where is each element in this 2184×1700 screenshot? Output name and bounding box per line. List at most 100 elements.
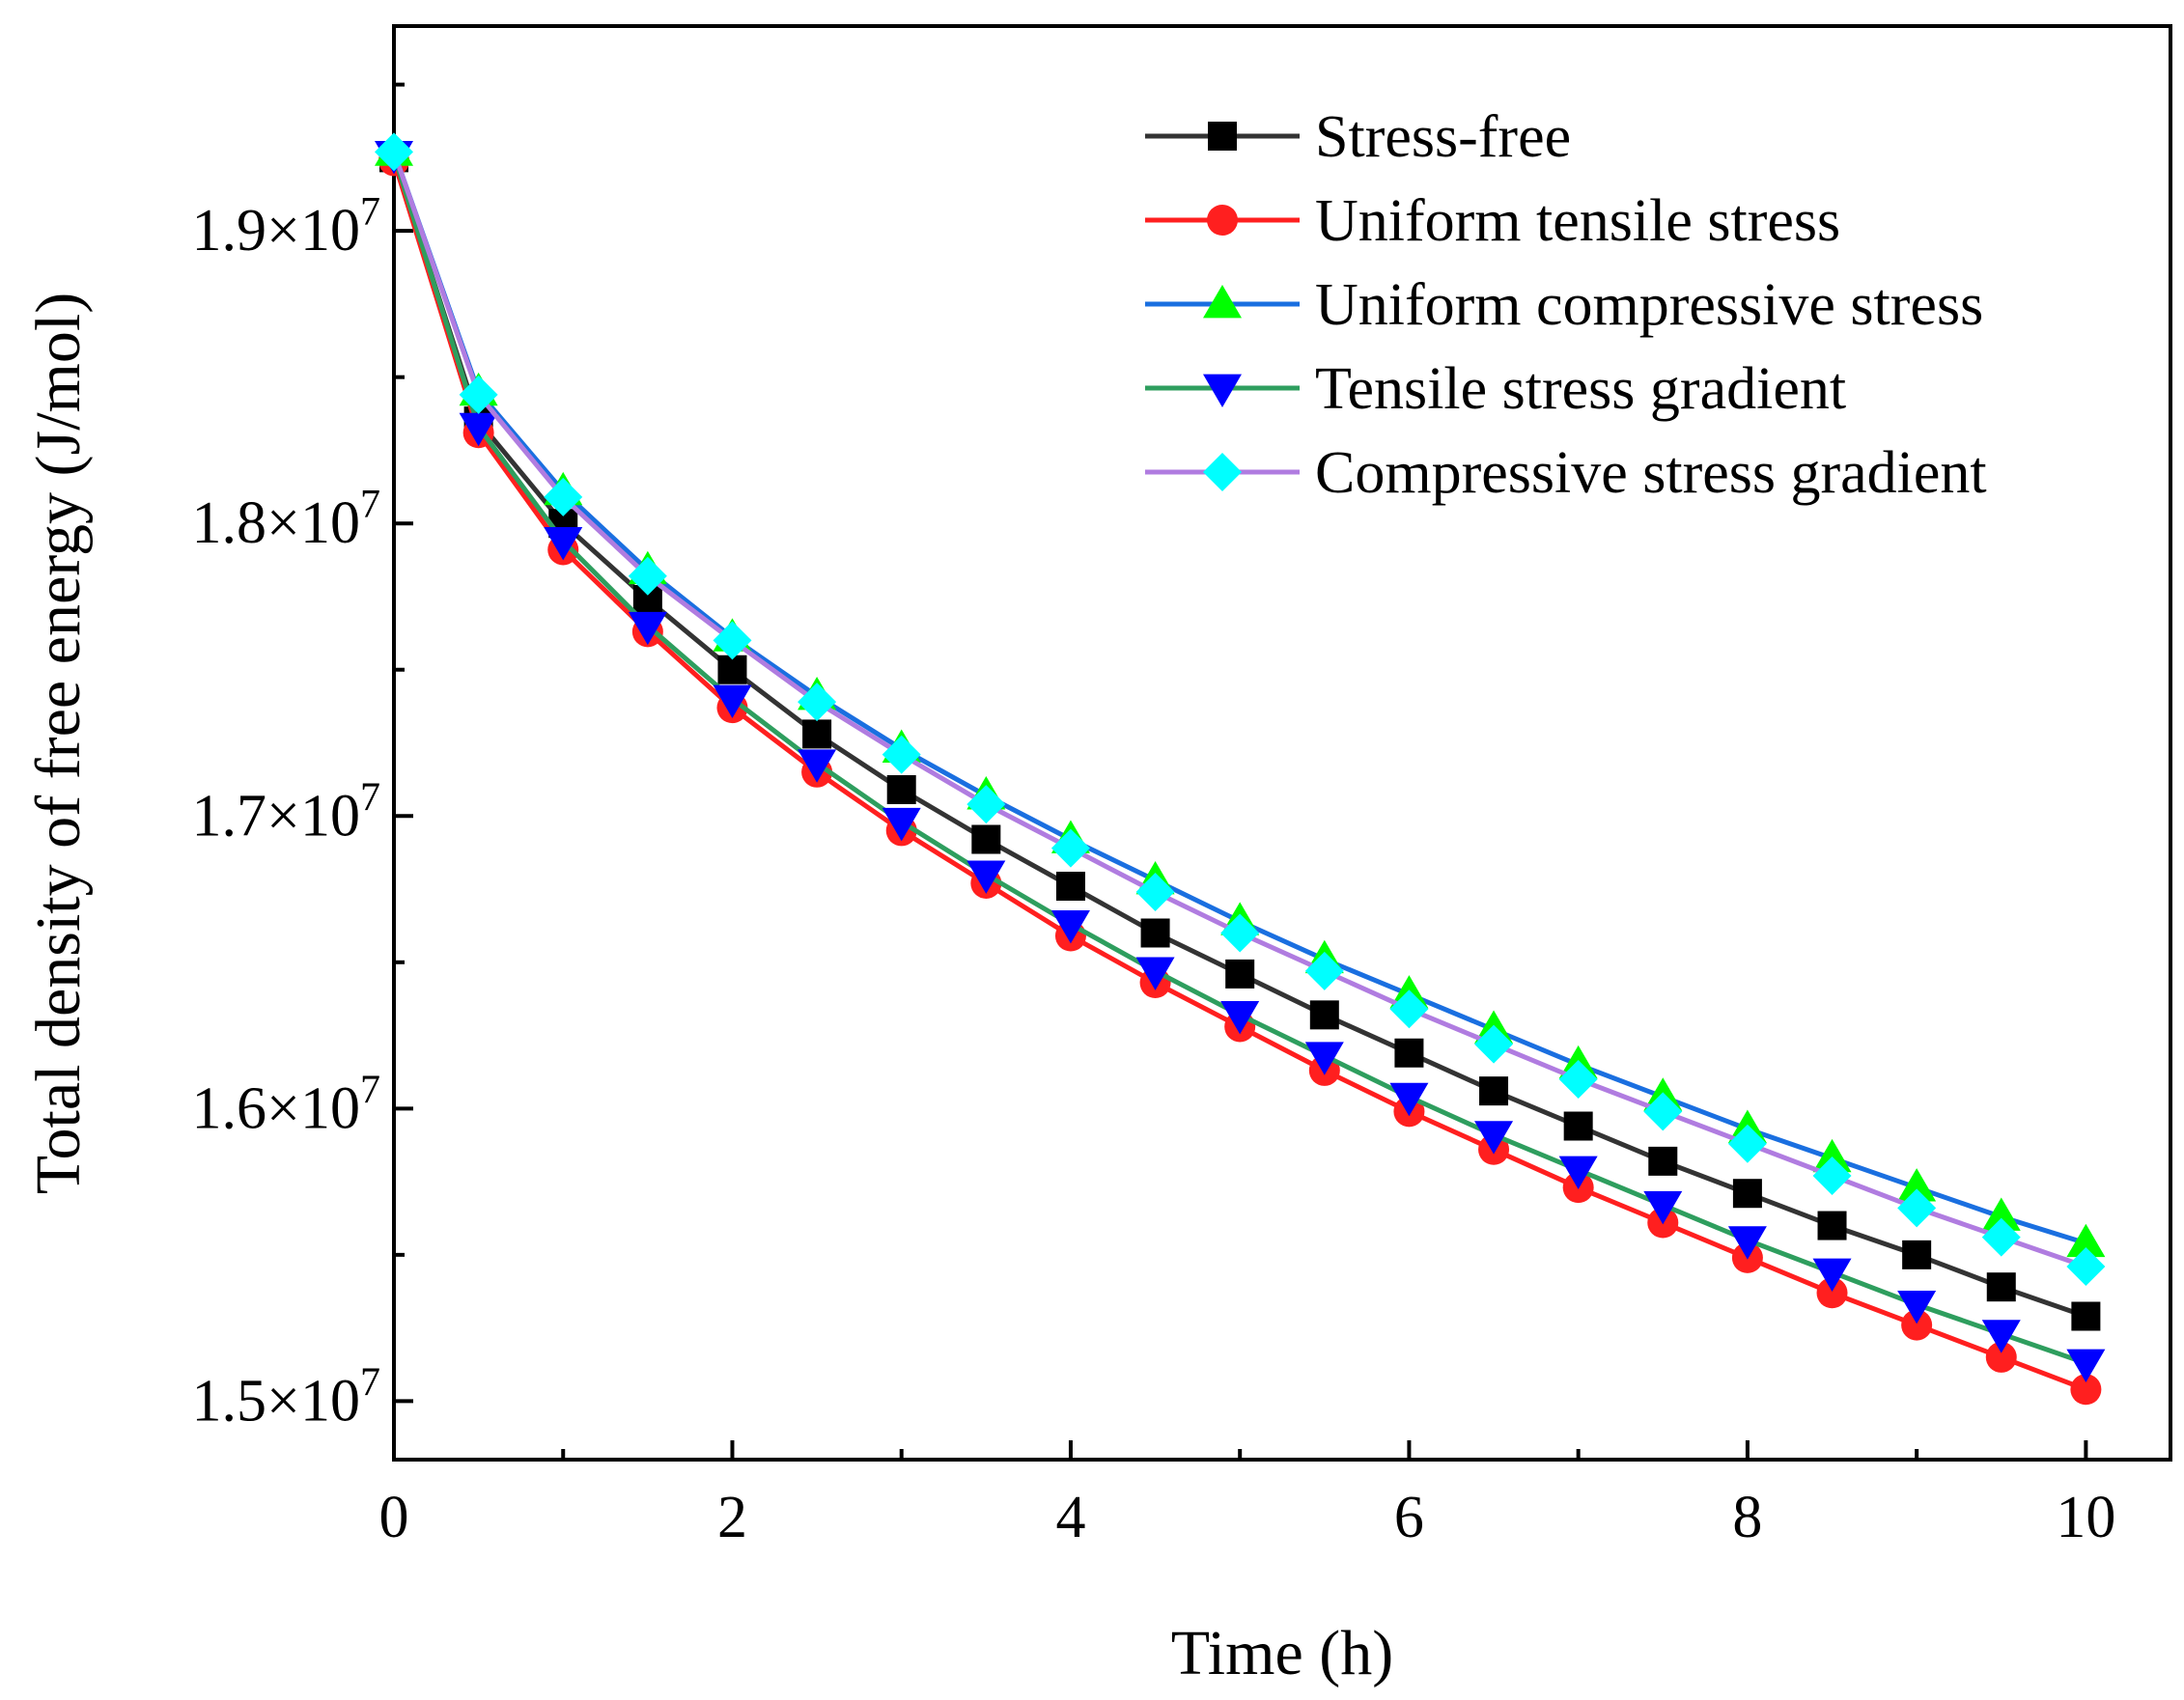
- series-line: [391, 159, 2087, 1392]
- data-point: [544, 477, 583, 516]
- legend-item: Uniform tensile stress: [1145, 188, 1840, 254]
- x-axis: 0 2 4 6 8 10: [379, 1440, 2115, 1550]
- legend-label: Compressive stress gradient: [1315, 440, 1987, 506]
- data-point: [1816, 1277, 1848, 1309]
- legend-item: Compressive stress gradient: [1145, 440, 1987, 506]
- data-point: [1309, 1000, 1339, 1030]
- y-axis-title: Total density of free energy (J/mol): [23, 293, 94, 1194]
- data-point: [1727, 1226, 1767, 1260]
- x-tick-label: 10: [2056, 1485, 2115, 1550]
- data-point: [2071, 1301, 2101, 1331]
- data-point: [971, 824, 1001, 854]
- data-point: [459, 375, 498, 414]
- data-point: [1225, 959, 1255, 989]
- series-layer: [375, 132, 2106, 1406]
- y-tick-label: 1.9×107: [192, 190, 380, 264]
- legend-marker: [1208, 122, 1237, 151]
- x-tick-label: 0: [379, 1485, 409, 1550]
- data-point: [1389, 1082, 1429, 1117]
- legend-marker: [1203, 285, 1242, 319]
- data-point: [2066, 1246, 2106, 1286]
- data-point: [1474, 1121, 1514, 1155]
- data-point: [1394, 1038, 1424, 1068]
- data-point: [1981, 1320, 2021, 1353]
- data-point: [966, 785, 1006, 824]
- data-point: [1304, 951, 1344, 990]
- y-tick-label: 1.8×107: [192, 483, 380, 556]
- y-tick-label: 1.7×107: [192, 775, 380, 849]
- data-point: [628, 611, 667, 646]
- data-point: [1812, 1157, 1852, 1196]
- legend-marker: [1207, 205, 1238, 236]
- data-point: [375, 132, 413, 172]
- data-point: [713, 684, 752, 719]
- data-point: [628, 556, 667, 596]
- data-point: [1817, 1211, 1847, 1240]
- data-point: [1897, 1188, 1937, 1228]
- legend-label: Stress-free: [1315, 104, 1571, 170]
- data-point: [1643, 1190, 1683, 1225]
- data-point: [713, 621, 752, 660]
- data-point: [882, 735, 921, 774]
- data-point: [1643, 1092, 1683, 1131]
- data-point: [1897, 1168, 1937, 1202]
- data-point: [1479, 1076, 1509, 1106]
- data-point: [802, 719, 832, 749]
- data-point: [1220, 913, 1260, 953]
- data-point: [882, 807, 921, 842]
- y-tick-label: 1.6×107: [192, 1068, 380, 1141]
- data-point: [1304, 1042, 1344, 1075]
- data-point: [1897, 1290, 1937, 1324]
- legend-marker: [1203, 453, 1242, 491]
- y-tick-label: 1.5×107: [192, 1360, 380, 1434]
- data-point: [1558, 1156, 1598, 1189]
- data-point: [966, 860, 1006, 894]
- plot-frame: [392, 24, 2172, 1462]
- data-point: [1732, 1179, 1762, 1209]
- data-point: [1140, 918, 1170, 948]
- data-point: [1981, 1197, 2021, 1231]
- y-axis: 1.5×107 1.6×107 1.7×107 1.8×107 1.9×107: [192, 82, 413, 1434]
- series-5: [375, 132, 2106, 1286]
- data-point: [459, 412, 498, 447]
- data-point: [1050, 828, 1090, 868]
- data-point: [1563, 1111, 1593, 1141]
- data-point: [1985, 1341, 2017, 1373]
- data-point: [1986, 1272, 2016, 1302]
- x-tick-label: 6: [1394, 1485, 1424, 1550]
- x-axis-title: Time (h): [1171, 1618, 1393, 1688]
- legend-marker: [1203, 374, 1242, 407]
- data-point: [1055, 872, 1085, 901]
- data-point: [798, 683, 837, 722]
- data-point: [1648, 1146, 1678, 1176]
- data-point: [1389, 989, 1429, 1029]
- data-point: [1050, 909, 1090, 944]
- legend-item: Stress-free: [1145, 104, 1571, 170]
- data-point: [886, 774, 916, 804]
- legend-label: Uniform tensile stress: [1315, 188, 1840, 254]
- data-point: [2066, 1349, 2106, 1382]
- data-point: [1812, 1258, 1852, 1293]
- legend-item: Uniform compressive stress: [1145, 272, 1983, 338]
- data-point: [544, 526, 583, 561]
- data-point: [1981, 1217, 2021, 1257]
- data-point: [1474, 1024, 1514, 1064]
- legend-label: Uniform compressive stress: [1315, 272, 1983, 338]
- data-point: [2070, 1374, 2102, 1406]
- legend-item: Tensile stress gradient: [1145, 356, 1846, 422]
- x-tick-label: 8: [1732, 1485, 1762, 1550]
- x-tick-label: 4: [1055, 1485, 1085, 1550]
- data-point: [1558, 1060, 1598, 1100]
- data-point: [1135, 873, 1175, 912]
- data-point: [717, 655, 747, 684]
- data-point: [1812, 1138, 1852, 1173]
- data-point: [1901, 1309, 1933, 1341]
- data-point: [1135, 957, 1175, 990]
- legend: Stress-free Uniform tensile stress Uniform…: [1145, 104, 1987, 506]
- data-point: [1902, 1240, 1932, 1269]
- series-4: [375, 140, 2106, 1382]
- x-tick-label: 2: [717, 1485, 747, 1550]
- data-point: [798, 749, 837, 783]
- data-point: [1727, 1124, 1767, 1163]
